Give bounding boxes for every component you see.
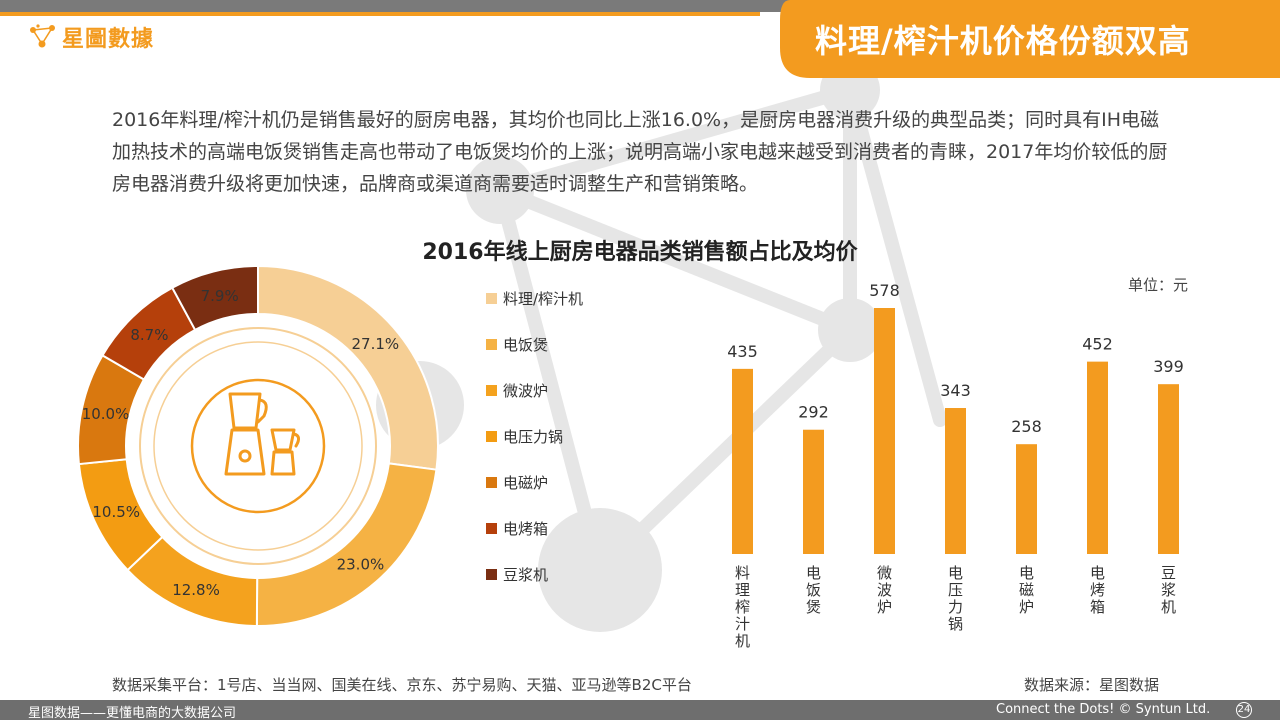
legend-label: 电烤箱 bbox=[503, 519, 549, 538]
bar-category-label: 榨 bbox=[735, 598, 750, 616]
bar-category-label: 炉 bbox=[1019, 598, 1034, 616]
chart-title: 2016年线上厨房电器品类销售额占比及均价 bbox=[422, 240, 858, 265]
top-accent-strip bbox=[0, 12, 760, 16]
bar-value-label: 435 bbox=[727, 342, 758, 361]
bar-category-label: 锅 bbox=[948, 615, 963, 633]
slice-value-label: 23.0% bbox=[337, 556, 385, 574]
slice-value-label: 12.8% bbox=[172, 581, 220, 599]
unit-label: 单位：元 bbox=[1128, 276, 1189, 294]
share-donut-chart: 27.1% 23.0% 12.8% 10.5% 10.0% 8.7% 7.9% bbox=[77, 264, 439, 628]
legend-label: 电饭煲 bbox=[503, 335, 549, 354]
bar-category-label: 电 bbox=[948, 564, 963, 582]
network-logo-icon bbox=[30, 24, 55, 48]
legend-swatch bbox=[486, 522, 497, 534]
logo-text: 星圖數據 bbox=[62, 27, 155, 52]
slice-value-label: 10.0% bbox=[82, 405, 130, 423]
legend-item: 电饭煲 bbox=[486, 334, 548, 354]
legend-label: 料理/榨汁机 bbox=[503, 289, 584, 308]
legend-label: 电磁炉 bbox=[503, 473, 549, 492]
bar-category-label: 机 bbox=[735, 632, 750, 650]
bar-value-label: 399 bbox=[1153, 357, 1184, 376]
legend-item: 电烤箱 bbox=[486, 518, 548, 538]
icon-ring bbox=[190, 378, 326, 514]
bottom-copyright: Connect the Dots! © Syntun Ltd. bbox=[996, 702, 1211, 717]
price-bar bbox=[1158, 384, 1179, 554]
bar-category-label: 汁 bbox=[735, 615, 750, 633]
slice-value-label: 8.7% bbox=[130, 326, 168, 344]
bar-category-label: 波 bbox=[877, 581, 892, 599]
legend-swatch bbox=[486, 568, 497, 580]
legend-swatch bbox=[486, 384, 497, 396]
bar-category-label: 料 bbox=[735, 564, 750, 582]
bar-category-label: 煲 bbox=[806, 598, 821, 616]
legend-swatch bbox=[486, 338, 497, 350]
price-bar bbox=[874, 308, 895, 554]
legend-label: 豆浆机 bbox=[503, 565, 549, 584]
slice-value-label: 27.1% bbox=[352, 335, 400, 353]
bar-category-label: 机 bbox=[1161, 598, 1176, 616]
legend-item: 料理/榨汁机 bbox=[486, 288, 583, 308]
legend-swatch bbox=[486, 430, 497, 442]
bar-value-label: 343 bbox=[940, 381, 971, 400]
data-source-note: 数据来源：星图数据 bbox=[1024, 676, 1160, 694]
legend-item: 豆浆机 bbox=[486, 564, 548, 584]
bar-category-label: 电 bbox=[1090, 564, 1105, 582]
bar-category-label: 电 bbox=[806, 564, 821, 582]
price-bar bbox=[1087, 361, 1108, 554]
price-bar bbox=[945, 408, 966, 554]
bar-category-label: 压 bbox=[948, 581, 963, 599]
bar-category-label: 微 bbox=[877, 564, 892, 582]
bar-value-label: 292 bbox=[798, 403, 829, 422]
bottom-bar bbox=[0, 700, 1280, 720]
bar-category-label: 饭 bbox=[806, 581, 821, 599]
bar-value-label: 578 bbox=[869, 281, 900, 300]
intro-paragraph: 2016年料理/榨汁机仍是销售最好的厨房电器，其均价也同比上涨16.0%，是厨房… bbox=[112, 109, 1168, 195]
legend-item: 微波炉 bbox=[486, 380, 548, 400]
slice-value-label: 10.5% bbox=[92, 503, 140, 521]
average-price-bar-chart: 435料理榨汁机292电饭煲578微波炉343电压力锅258电磁炉452电烤箱3… bbox=[727, 281, 1184, 650]
bar-category-label: 箱 bbox=[1090, 598, 1105, 616]
price-bar bbox=[1016, 444, 1037, 554]
legend-label: 电压力锅 bbox=[503, 427, 564, 446]
legend-swatch bbox=[486, 292, 497, 304]
bar-category-label: 力 bbox=[948, 598, 963, 616]
legend-item: 电磁炉 bbox=[486, 472, 548, 492]
page-title: 料理/榨汁机价格份额双高 bbox=[815, 22, 1191, 60]
bar-category-label: 电 bbox=[1019, 564, 1034, 582]
bar-category-label: 烤 bbox=[1090, 581, 1105, 599]
legend-swatch bbox=[486, 476, 497, 488]
donut-slice bbox=[170, 264, 259, 332]
bottom-slogan: 星图数据——更懂电商的大数据公司 bbox=[28, 706, 237, 720]
bar-category-label: 豆 bbox=[1161, 564, 1176, 582]
bar-category-label: 理 bbox=[735, 581, 750, 599]
bar-value-label: 258 bbox=[1011, 417, 1042, 436]
bar-value-label: 452 bbox=[1082, 335, 1113, 354]
brand-logo: 星圖數據 bbox=[28, 22, 154, 52]
page-number: 24 bbox=[1236, 702, 1252, 718]
price-bar bbox=[803, 429, 824, 554]
legend-label: 微波炉 bbox=[503, 381, 549, 400]
price-bar bbox=[732, 368, 753, 554]
blender-icon bbox=[224, 392, 301, 476]
bar-category-label: 炉 bbox=[877, 598, 892, 616]
bar-category-label: 磁 bbox=[1019, 581, 1034, 599]
title-banner bbox=[780, 0, 1280, 78]
inner-ring bbox=[139, 327, 377, 565]
data-platform-note: 数据采集平台：1号店、当当网、国美在线、京东、苏宁易购、天猫、亚马逊等B2C平台 bbox=[112, 676, 692, 694]
legend-item: 电压力锅 bbox=[486, 426, 563, 446]
slice-value-label: 7.9% bbox=[201, 287, 239, 305]
bar-category-label: 浆 bbox=[1161, 581, 1176, 599]
